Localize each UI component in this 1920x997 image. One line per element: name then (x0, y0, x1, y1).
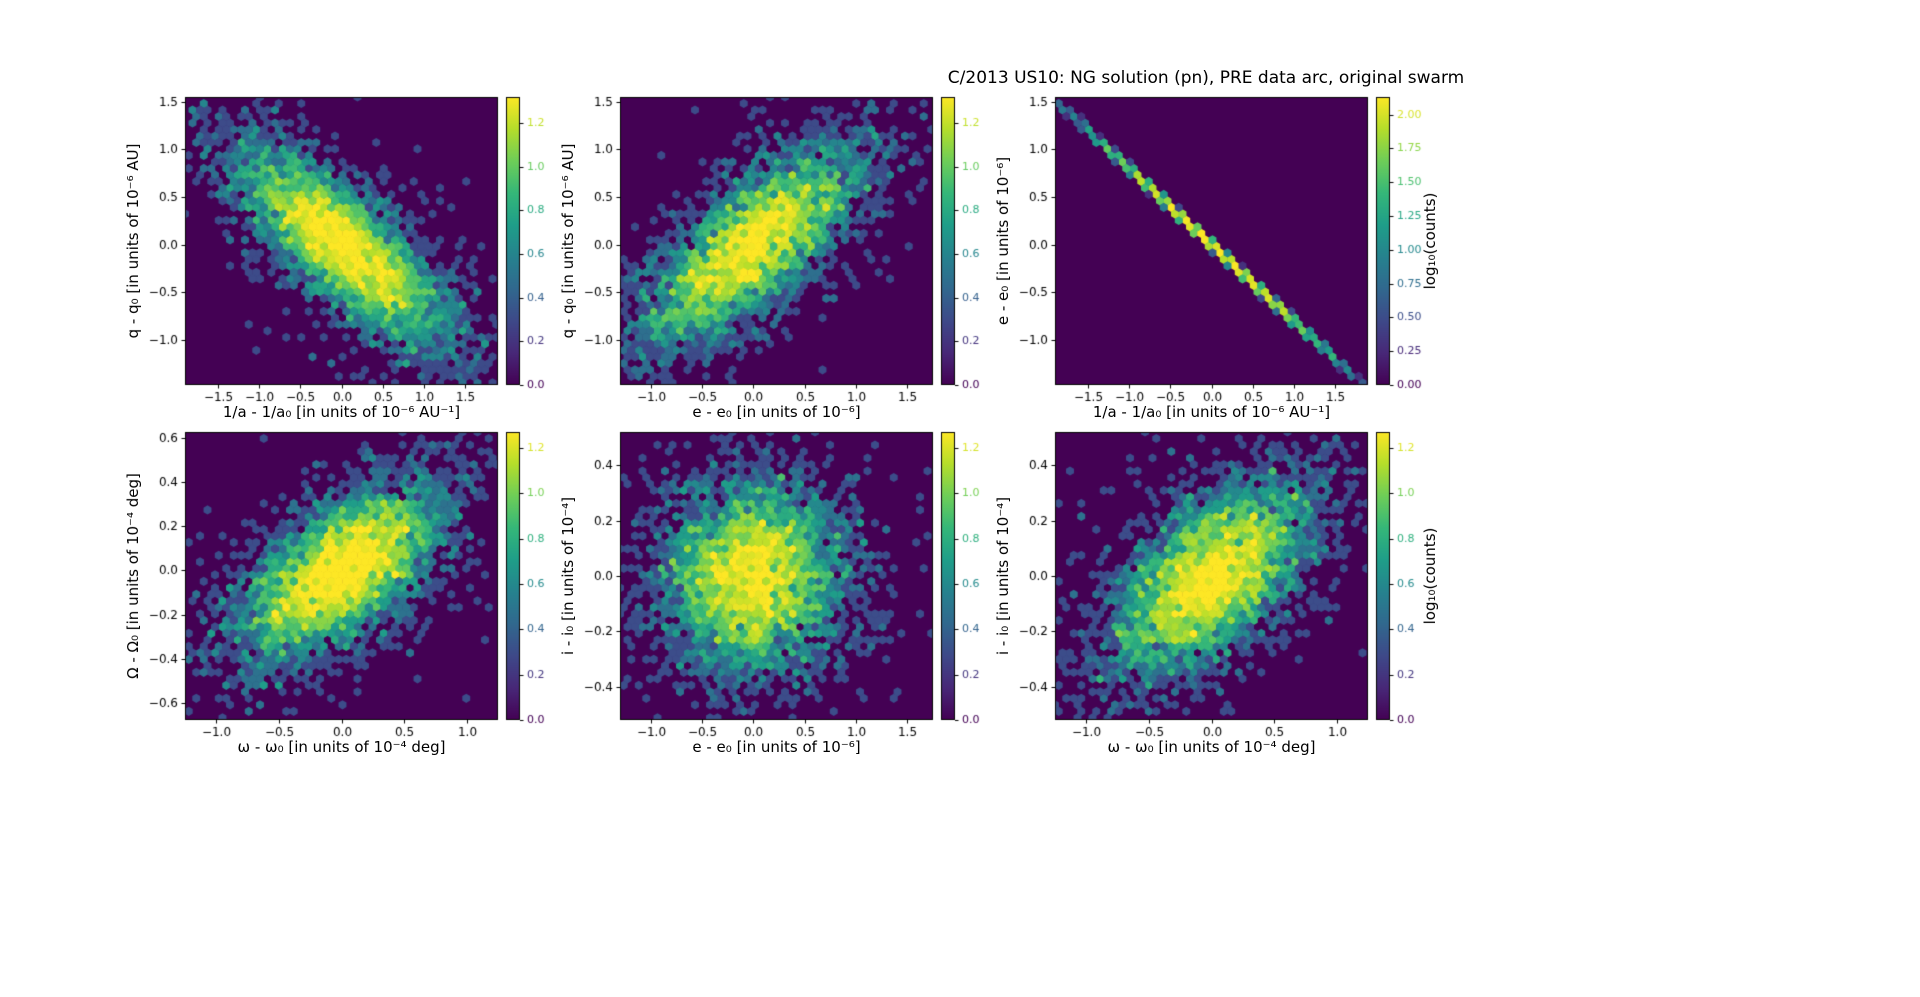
y-axis-label-panel-e-vs-inv-a: e - e₀ [in units of 10⁻⁶] (994, 156, 1012, 326)
hexbin-canvas-panel-e-vs-inv-a (993, 85, 1436, 419)
colorbar-label-panel-e-vs-inv-a: log₁₀(counts) (1421, 192, 1439, 290)
x-axis-label-panel-e-vs-inv-a: 1/a - 1/a₀ [in units of 10⁻⁶ AU⁻¹] (1092, 403, 1331, 421)
hexbin-canvas-panel-i-vs-omega (993, 420, 1436, 754)
x-axis-label-panel-i-vs-omega: ω - ω₀ [in units of 10⁻⁴ deg] (1107, 738, 1316, 756)
y-axis-label-panel-i-vs-e: i - i₀ [in units of 10⁻⁴] (559, 496, 577, 656)
y-axis-label-panel-q-vs-inv-a: q - q₀ [in units of 10⁻⁶ AU] (124, 143, 142, 339)
y-axis-label-panel-i-vs-omega: i - i₀ [in units of 10⁻⁴] (994, 496, 1012, 656)
hexbin-canvas-panel-i-vs-e (558, 420, 1001, 754)
hexbin-canvas-panel-q-vs-e (558, 85, 1001, 419)
hexbin-canvas-panel-bigomega-vs-omega (123, 420, 566, 754)
colorbar-label-panel-i-vs-omega: log₁₀(counts) (1421, 527, 1439, 625)
y-axis-label-panel-bigomega-vs-omega: Ω - Ω₀ [in units of 10⁻⁴ deg] (124, 473, 142, 679)
hexbin-canvas-panel-q-vs-inv-a (123, 85, 566, 419)
y-axis-label-panel-q-vs-e: q - q₀ [in units of 10⁻⁶ AU] (559, 143, 577, 339)
x-axis-label-panel-bigomega-vs-omega: ω - ω₀ [in units of 10⁻⁴ deg] (237, 738, 446, 756)
figure-title: C/2013 US10: NG solution (pn), PRE data … (947, 68, 1465, 88)
x-axis-label-panel-q-vs-inv-a: 1/a - 1/a₀ [in units of 10⁻⁶ AU⁻¹] (222, 403, 461, 421)
x-axis-label-panel-q-vs-e: e - e₀ [in units of 10⁻⁶] (692, 403, 861, 421)
x-axis-label-panel-i-vs-e: e - e₀ [in units of 10⁻⁶] (692, 738, 861, 756)
